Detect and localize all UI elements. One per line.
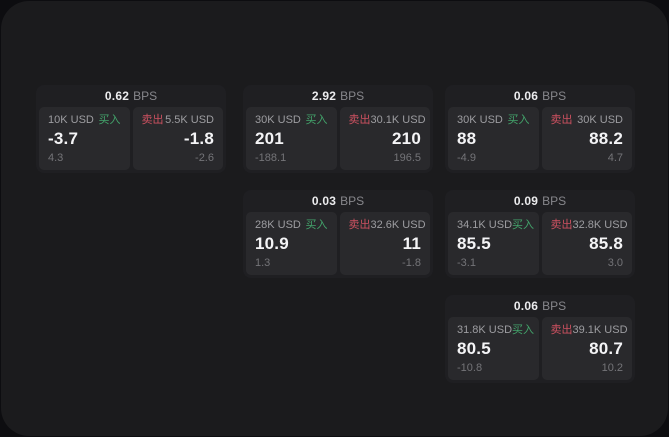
bps-unit-label: BPS (340, 194, 365, 208)
quote-panels: 30K USD 买入 88 -4.9 卖出 30K USD 88.2 4.7 (448, 107, 632, 170)
buy-delta: -188.1 (255, 152, 287, 164)
sell-panel[interactable]: 卖出 30K USD 88.2 4.7 (541, 107, 632, 170)
buy-side-label: 买入 (305, 114, 328, 126)
bps-unit-label: BPS (542, 89, 567, 103)
quote-panels: 10K USD 买入 -3.7 4.3 卖出 5.5K USD -1.8 -2.… (39, 107, 223, 170)
sell-amount: 5.5K USD (165, 114, 214, 126)
sell-delta: -1.8 (402, 257, 421, 269)
buy-price: 80.5 (457, 339, 491, 358)
sell-amount: 32.6K USD (370, 219, 426, 231)
quote-card: 0.06 BPS 30K USD 买入 88 -4.9 卖出 30K USD (445, 85, 635, 173)
bps-value: 0.06 (513, 299, 539, 313)
bps-unit-label: BPS (340, 89, 365, 103)
buy-delta: 1.3 (255, 257, 271, 269)
quote-panels: 30K USD 买入 201 -188.1 卖出 30.1K USD 210 1… (246, 107, 430, 170)
buy-panel[interactable]: 31.8K USD 买入 80.5 -10.8 (448, 317, 539, 380)
buy-side-label: 买入 (507, 114, 530, 126)
bps-unit-label: BPS (133, 89, 158, 103)
buy-price: 10.9 (255, 234, 289, 253)
quote-card: 0.06 BPS 31.8K USD 买入 80.5 -10.8 卖出 39.1… (445, 295, 635, 383)
sell-side-label: 卖出 (348, 114, 371, 126)
sell-side-label: 卖出 (550, 114, 573, 126)
buy-panel[interactable]: 10K USD 买入 -3.7 4.3 (39, 107, 130, 170)
quote-card: 0.62 BPS 10K USD 买入 -3.7 4.3 卖出 5.5K USD (36, 85, 226, 173)
buy-side-label: 买入 (305, 219, 328, 231)
buy-panel[interactable]: 28K USD 买入 10.9 1.3 (246, 212, 337, 275)
buy-delta: -3.1 (457, 257, 476, 269)
sell-side-label: 卖出 (348, 219, 371, 231)
sell-panel[interactable]: 卖出 5.5K USD -1.8 -2.6 (132, 107, 223, 170)
buy-amount: 30K USD (457, 114, 503, 126)
card-header: 0.06 BPS (448, 295, 632, 317)
sell-panel[interactable]: 卖出 32.8K USD 85.8 3.0 (541, 212, 632, 275)
buy-price: -3.7 (48, 129, 79, 148)
quote-card: 0.09 BPS 34.1K USD 买入 85.5 -3.1 卖出 32.8K… (445, 190, 635, 278)
bps-value: 0.62 (104, 89, 130, 103)
sell-panel[interactable]: 卖出 32.6K USD 11 -1.8 (339, 212, 430, 275)
sell-delta: 3.0 (607, 257, 623, 269)
quote-card: 2.92 BPS 30K USD 买入 201 -188.1 卖出 30.1K … (243, 85, 433, 173)
bps-unit-label: BPS (542, 299, 567, 313)
quote-panels: 34.1K USD 买入 85.5 -3.1 卖出 32.8K USD 85.8… (448, 212, 632, 275)
bps-value: 2.92 (311, 89, 337, 103)
buy-delta: -10.8 (457, 362, 483, 374)
sell-side-label: 卖出 (141, 114, 164, 126)
sell-price: 85.8 (589, 234, 623, 253)
bps-unit-label: BPS (542, 194, 567, 208)
buy-delta: 4.3 (48, 152, 64, 164)
sell-price: 88.2 (589, 129, 623, 148)
sell-panel[interactable]: 卖出 39.1K USD 80.7 10.2 (541, 317, 632, 380)
buy-price: 88 (457, 129, 477, 148)
sell-amount: 32.8K USD (572, 219, 628, 231)
sell-price: 210 (392, 129, 421, 148)
buy-amount: 34.1K USD (457, 219, 513, 231)
quote-panels: 31.8K USD 买入 80.5 -10.8 卖出 39.1K USD 80.… (448, 317, 632, 380)
sell-amount: 30K USD (577, 114, 623, 126)
card-header: 0.62 BPS (39, 85, 223, 107)
buy-panel[interactable]: 30K USD 买入 201 -188.1 (246, 107, 337, 170)
sell-side-label: 卖出 (550, 324, 573, 336)
buy-delta: -4.9 (457, 152, 476, 164)
bps-value: 0.03 (311, 194, 337, 208)
bps-value: 0.06 (513, 89, 539, 103)
buy-side-label: 买入 (512, 324, 535, 336)
bps-value: 0.09 (513, 194, 539, 208)
sell-price: -1.8 (183, 129, 214, 148)
buy-price: 201 (255, 129, 284, 148)
buy-amount: 10K USD (48, 114, 94, 126)
sell-delta: 196.5 (393, 152, 421, 164)
quote-panels: 28K USD 买入 10.9 1.3 卖出 32.6K USD 11 -1.8 (246, 212, 430, 275)
sell-panel[interactable]: 卖出 30.1K USD 210 196.5 (339, 107, 430, 170)
sell-amount: 30.1K USD (370, 114, 426, 126)
sell-delta: 10.2 (601, 362, 623, 374)
buy-price: 85.5 (457, 234, 491, 253)
buy-amount: 31.8K USD (457, 324, 513, 336)
card-header: 0.09 BPS (448, 190, 632, 212)
card-header: 0.06 BPS (448, 85, 632, 107)
buy-side-label: 买入 (512, 219, 535, 231)
card-header: 2.92 BPS (246, 85, 430, 107)
sell-side-label: 卖出 (550, 219, 573, 231)
sell-delta: -2.6 (195, 152, 214, 164)
quote-card: 0.03 BPS 28K USD 买入 10.9 1.3 卖出 32.6K US… (243, 190, 433, 278)
buy-side-label: 买入 (98, 114, 121, 126)
card-header: 0.03 BPS (246, 190, 430, 212)
sell-amount: 39.1K USD (572, 324, 628, 336)
buy-panel[interactable]: 30K USD 买入 88 -4.9 (448, 107, 539, 170)
buy-panel[interactable]: 34.1K USD 买入 85.5 -3.1 (448, 212, 539, 275)
sell-delta: 4.7 (607, 152, 623, 164)
sell-price: 11 (402, 234, 421, 253)
buy-amount: 30K USD (255, 114, 301, 126)
sell-price: 80.7 (589, 339, 623, 358)
buy-amount: 28K USD (255, 219, 301, 231)
